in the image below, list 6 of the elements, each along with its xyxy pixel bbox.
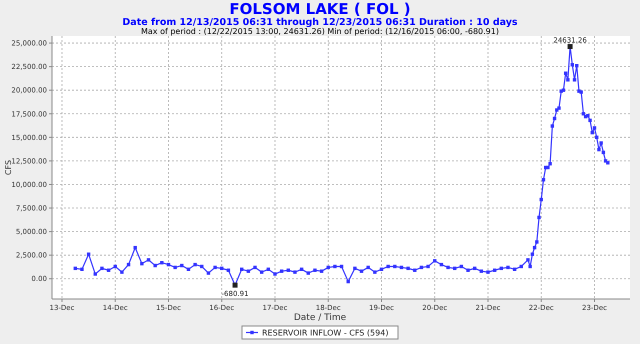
- text: Max of period : (12/22/2015 13:00, 24631.26) Min of period: (12/16/2015 06:00, -680.91): [141, 27, 499, 36]
- legend-label: RESERVOIR INFLOW - CFS (594): [262, 328, 388, 338]
- chart-title: FOLSOM LAKE ( FOL ): [229, 0, 411, 18]
- chart-subtitle: Date from 12/13/2015 06:31 through 12/23/2015 06:31 Duration : 10 days: [122, 17, 518, 28]
- x-axis-title: Date / Time: [294, 313, 347, 323]
- y-axis-title: CFS: [4, 160, 13, 176]
